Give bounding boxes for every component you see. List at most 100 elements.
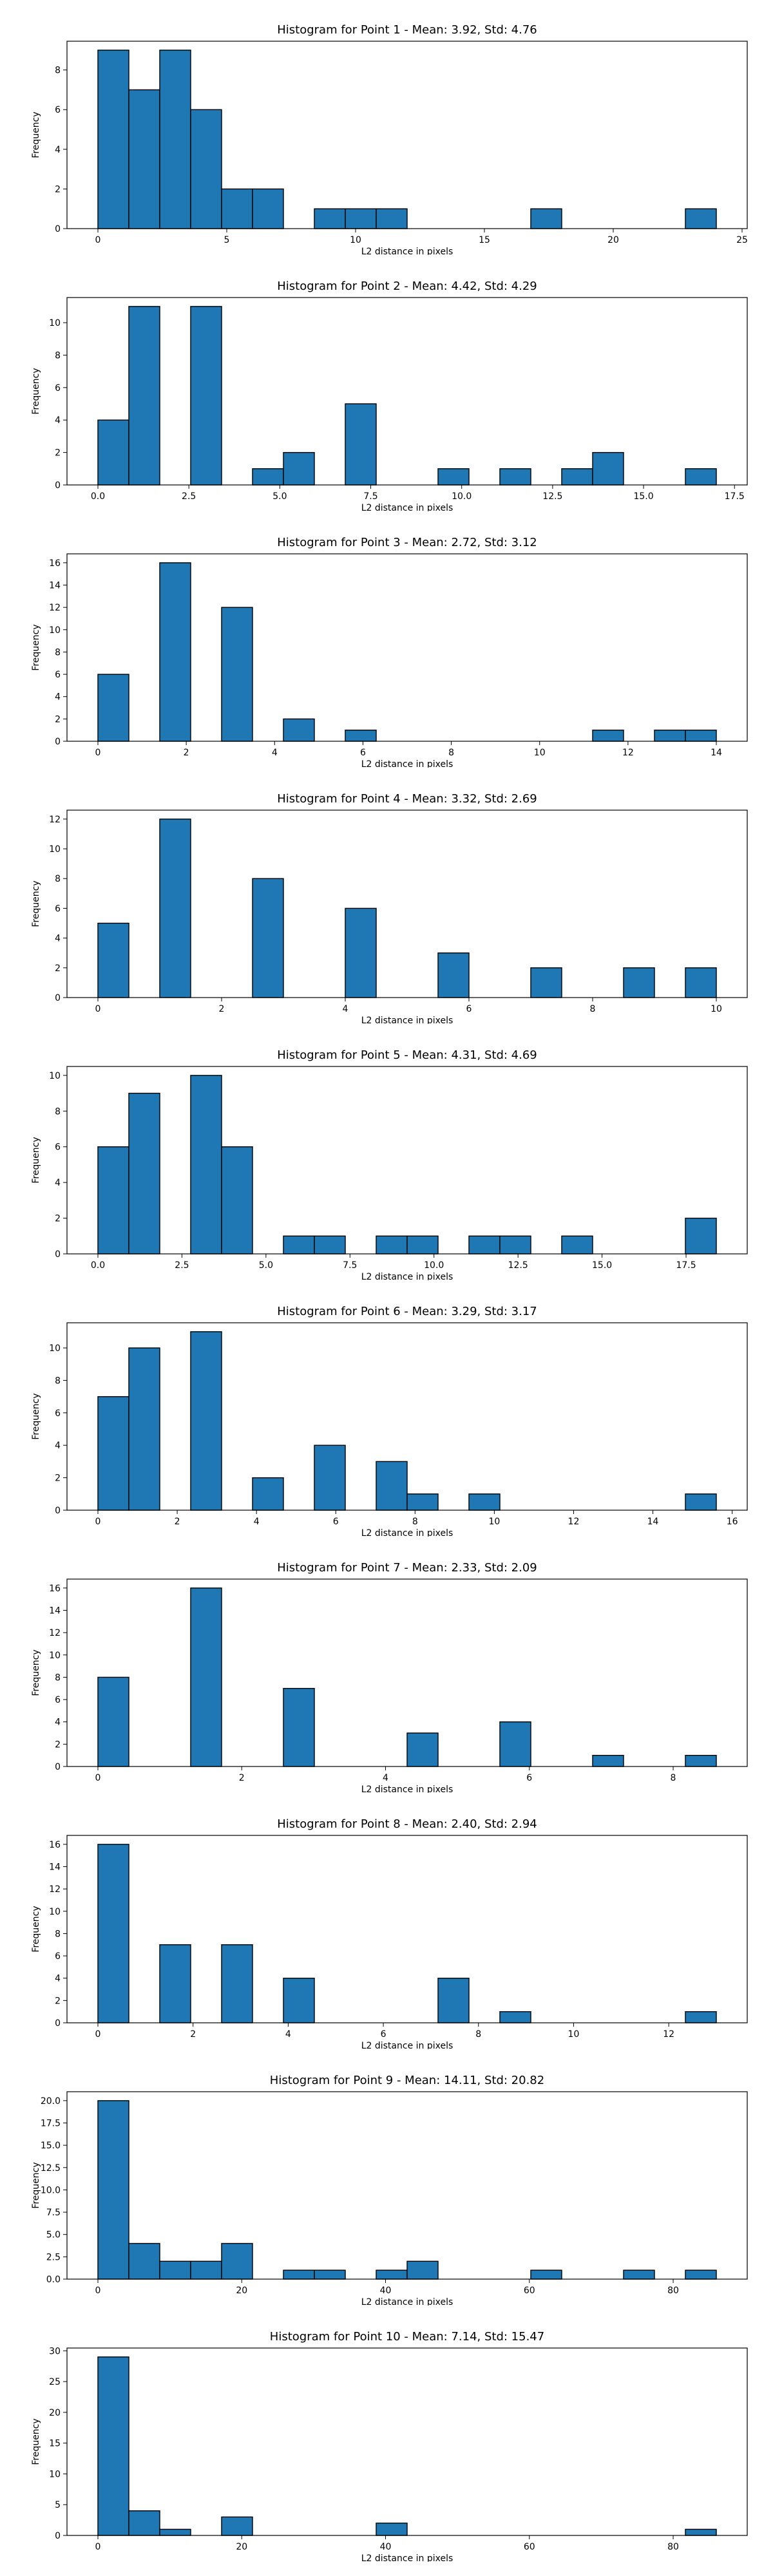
x-tick-label: 8 xyxy=(412,1517,418,1527)
x-tick-label: 7.5 xyxy=(363,491,377,502)
x-tick-label: 20 xyxy=(236,2286,247,2296)
y-axis-label: Frequency xyxy=(31,1393,41,1439)
histogram-bar xyxy=(685,468,717,486)
histogram-bar xyxy=(190,1587,222,1767)
histogram-bar xyxy=(437,1978,470,2023)
y-tick-label: 12 xyxy=(49,1884,61,1895)
y-tick-label: 6 xyxy=(55,670,61,680)
axes-frame xyxy=(66,2347,748,2536)
x-tick-label: 0 xyxy=(95,1004,101,1014)
x-tick-label: 12.5 xyxy=(542,491,562,502)
y-tick-label: 0 xyxy=(55,2531,61,2541)
histogram-bar xyxy=(128,306,160,486)
histogram-bar xyxy=(283,451,315,486)
histogram-bar xyxy=(592,451,624,486)
x-tick-label: 10.0 xyxy=(424,1260,444,1271)
y-tick-label: 10 xyxy=(49,844,61,855)
histogram-bar xyxy=(345,208,377,229)
histogram-bar xyxy=(499,468,531,486)
histogram-bar xyxy=(314,1444,346,1511)
y-tick-label: 25 xyxy=(49,2377,61,2387)
x-tick-label: 20 xyxy=(607,235,619,245)
y-axis-label: Frequency xyxy=(31,2162,41,2208)
histogram-bar xyxy=(159,2528,191,2536)
histogram-bar xyxy=(468,1493,501,1511)
axes-frame xyxy=(66,41,748,229)
y-axis-label: Frequency xyxy=(31,368,41,414)
histogram-bar xyxy=(685,2269,717,2280)
y-axis-label: Frequency xyxy=(31,1906,41,1952)
y-tick-label: 6 xyxy=(55,1408,61,1419)
histogram-bar xyxy=(468,1235,501,1255)
histogram-bar xyxy=(97,419,129,486)
x-axis-label: L2 distance in pixels xyxy=(361,1785,453,1793)
histogram-bar xyxy=(128,89,160,229)
y-tick-label: 16 xyxy=(49,1840,61,1850)
y-tick-label: 8 xyxy=(55,1376,61,1386)
y-tick-label: 0 xyxy=(55,224,61,234)
y-tick-label: 4 xyxy=(55,1974,61,1984)
x-tick-label: 6 xyxy=(381,2029,386,2040)
y-tick-label: 0 xyxy=(55,2018,61,2029)
histogram-bar xyxy=(530,208,562,229)
y-tick-label: 8 xyxy=(55,350,61,361)
y-tick-label: 10 xyxy=(49,1907,61,1917)
histogram-panel-5: Histogram for Point 5 - Mean: 4.31, Std:… xyxy=(0,1025,773,1280)
x-tick-label: 2 xyxy=(239,1773,245,1783)
histogram-bar xyxy=(252,468,284,486)
x-tick-label: 6 xyxy=(526,1773,532,1783)
histogram-panel-9: Histogram for Point 9 - Mean: 14.11, Std… xyxy=(0,2050,773,2306)
histogram-bar xyxy=(283,1978,315,2023)
histogram-bar xyxy=(376,2269,408,2280)
histogram-bar xyxy=(685,1493,717,1511)
y-tick-label: 4 xyxy=(55,934,61,944)
y-tick-label: 10 xyxy=(49,1071,61,1081)
histogram-bar xyxy=(406,1235,439,1255)
x-axis-label: L2 distance in pixels xyxy=(361,759,453,768)
x-tick-label: 2 xyxy=(175,1517,180,1527)
x-tick-label: 4 xyxy=(343,1004,348,1014)
y-tick-label: 12.5 xyxy=(41,2163,61,2174)
histogram-bar xyxy=(499,2011,531,2023)
y-tick-label: 20.0 xyxy=(41,2096,61,2107)
y-tick-label: 4 xyxy=(55,692,61,703)
y-tick-label: 30 xyxy=(49,2346,61,2356)
histogram-svg: Histogram for Point 9 - Mean: 14.11, Std… xyxy=(31,2074,748,2306)
histogram-bar xyxy=(376,2523,408,2536)
x-axis-label: L2 distance in pixels xyxy=(361,1272,453,1280)
histogram-svg: Histogram for Point 8 - Mean: 2.40, Std:… xyxy=(31,1817,748,2049)
y-tick-label: 2 xyxy=(55,963,61,974)
y-axis-label: Frequency xyxy=(31,1649,41,1696)
y-tick-label: 4 xyxy=(55,1718,61,1728)
histogram-bar xyxy=(561,1235,593,1255)
x-tick-label: 17.5 xyxy=(725,491,745,502)
histogram-bar xyxy=(623,2269,655,2280)
x-tick-label: 4 xyxy=(383,1773,388,1783)
histogram-bar xyxy=(128,1092,160,1255)
x-tick-label: 8 xyxy=(475,2029,481,2040)
y-tick-label: 2 xyxy=(55,1214,61,1224)
chart-title: Histogram for Point 2 - Mean: 4.42, Std:… xyxy=(277,279,537,293)
histogram-bar xyxy=(221,1146,253,1255)
x-tick-label: 12 xyxy=(568,1517,580,1527)
histogram-panel-3: Histogram for Point 3 - Mean: 2.72, Std:… xyxy=(0,513,773,768)
y-tick-label: 4 xyxy=(55,1178,61,1188)
y-tick-label: 0 xyxy=(55,480,61,491)
x-tick-label: 80 xyxy=(667,2286,679,2296)
histogram-bar xyxy=(685,208,717,229)
axes-frame xyxy=(66,1835,748,2023)
histogram-bar xyxy=(190,1331,222,1511)
histogram-bar xyxy=(406,2260,439,2280)
histogram-bar xyxy=(437,468,470,486)
histogram-panel-10: Histogram for Point 10 - Mean: 7.14, Std… xyxy=(0,2307,773,2562)
histogram-bar xyxy=(376,208,408,229)
y-tick-label: 12 xyxy=(49,1628,61,1638)
histogram-panel-8: Histogram for Point 8 - Mean: 2.40, Std:… xyxy=(0,1794,773,2049)
x-tick-label: 15 xyxy=(479,235,490,245)
chart-title: Histogram for Point 10 - Mean: 7.14, Std… xyxy=(270,2330,544,2344)
y-tick-label: 4 xyxy=(55,1441,61,1451)
y-tick-label: 8 xyxy=(55,1106,61,1117)
y-tick-label: 6 xyxy=(55,1142,61,1153)
y-tick-label: 10 xyxy=(49,625,61,636)
